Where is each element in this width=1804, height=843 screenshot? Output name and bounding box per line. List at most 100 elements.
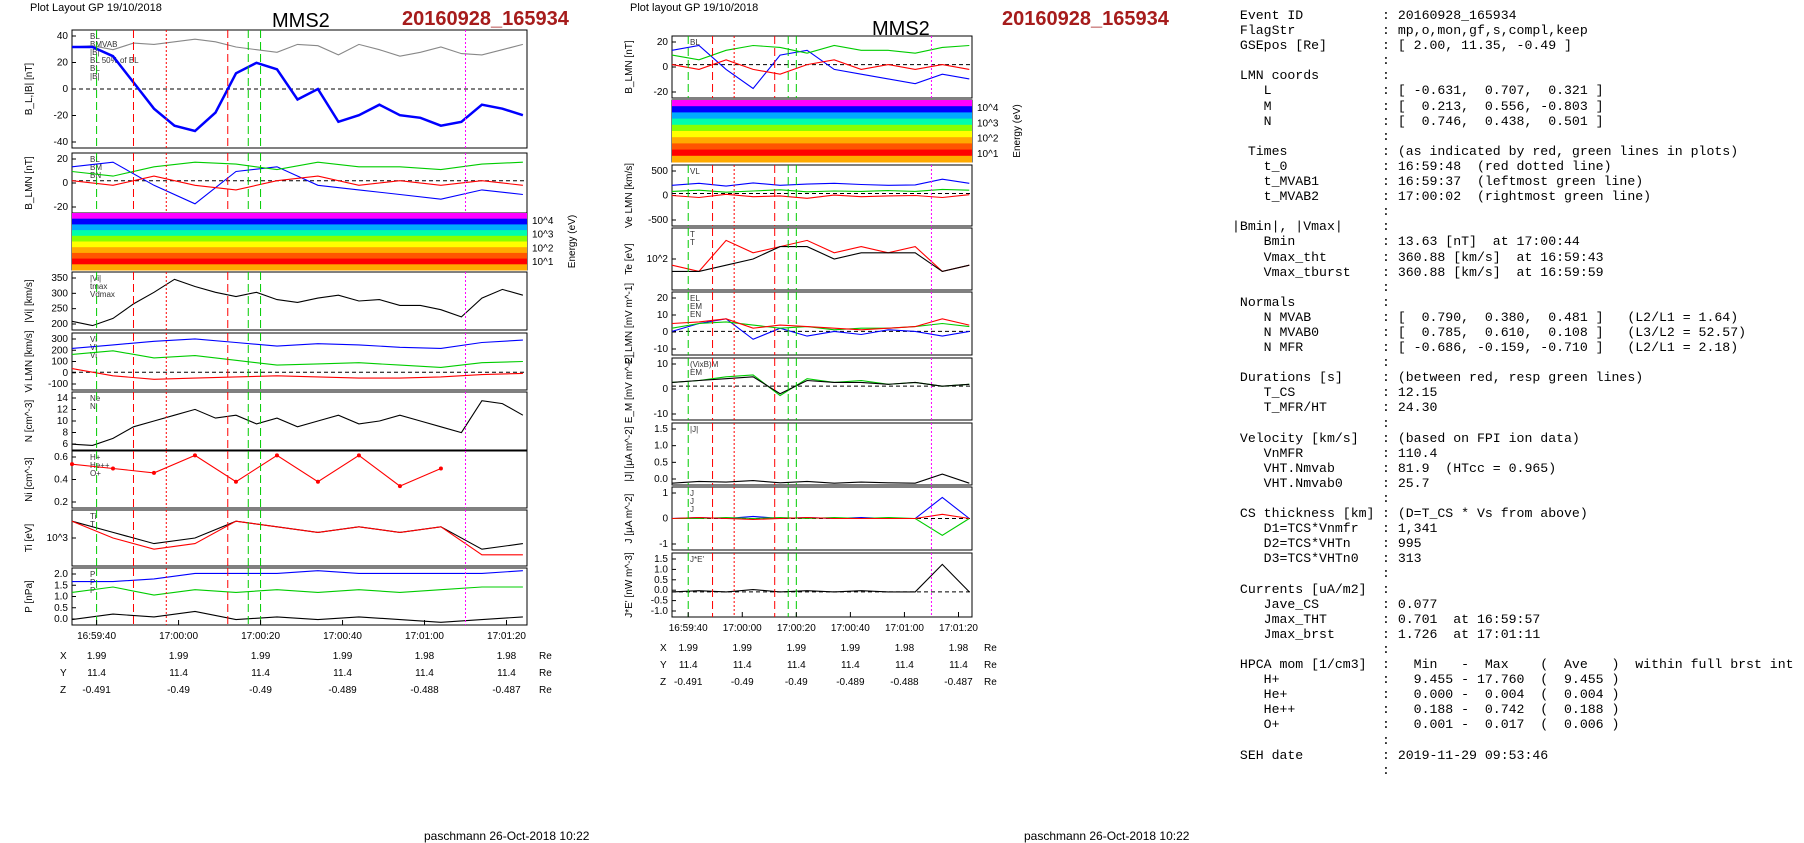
panel-6: 10 0 -10 E_M [mV m^-2] (VixB)MEM <box>624 354 973 423</box>
legend-entry: P <box>90 586 95 595</box>
data-point <box>356 453 361 458</box>
info-value: : 0.077 <box>1382 596 1438 612</box>
info-row: N MFR: [ -0.686, -0.159, -0.710 ] (L2/L1… <box>1232 340 1802 355</box>
y-tick-label: 350 <box>51 273 68 284</box>
y-tick-label: 300 <box>51 334 68 345</box>
info-key: T_CS <box>1232 385 1296 401</box>
info-row: : <box>1232 763 1802 778</box>
info-key: O+ <box>1232 717 1280 733</box>
spectrogram-band <box>672 100 972 107</box>
data-point <box>274 453 279 458</box>
data-point <box>233 479 238 484</box>
position-unit: Re <box>984 660 997 671</box>
info-value: : [ -0.686, -0.159, -0.710 ] (L2/L1 = 2.… <box>1382 340 1739 356</box>
y-tick-label: 8 <box>62 428 68 439</box>
y-axis-label: E_LMN [mV m^-1] <box>624 283 635 365</box>
info-value: : <box>1382 566 1390 582</box>
info-row: : <box>1232 642 1802 657</box>
panel-7: 0.6 0.4 0.2 Ni [cm^-3] H+He++O+ <box>24 450 528 509</box>
info-row: D3=TCS*VHTn0: 313 <box>1232 551 1802 566</box>
info-value: : 12.15 <box>1382 385 1438 401</box>
info-row: : <box>1232 566 1802 581</box>
panel-8: 1 0 -1 J [μA m^-2] JJJ <box>624 486 973 551</box>
info-value: : [ -0.631, 0.707, 0.321 ] <box>1382 83 1604 99</box>
legend-entry: BL 50% of BL <box>90 56 139 65</box>
legend-entry: Vi <box>90 335 97 344</box>
series-line-vm <box>71 350 523 368</box>
position-value: 11.4 <box>415 668 434 679</box>
position-value: -0.49 <box>785 677 808 688</box>
legend-entry: BL <box>90 32 100 41</box>
info-value: : (between red, resp green lines) <box>1382 370 1644 386</box>
info-value: : 360.88 [km/s] at 16:59:59 <box>1382 264 1604 280</box>
info-value: : 13.63 [nT] at 17:00:44 <box>1382 234 1580 250</box>
y-tick-label: 20 <box>57 58 69 69</box>
position-value: 1.98 <box>497 651 517 662</box>
series-line-bm <box>671 44 970 61</box>
y-tick-label: 0.4 <box>54 475 68 486</box>
position-value: 1.99 <box>841 643 861 654</box>
info-key: Times <box>1232 143 1288 159</box>
info-value: : Min - Max ( Ave ) within full brst int <box>1382 657 1794 673</box>
energy-axis-label: Energy (eV) <box>1012 104 1023 157</box>
info-row: Durations [s]: (between red, resp green … <box>1232 370 1802 385</box>
left-layout-label: Plot Layout GP 19/10/2018 <box>30 2 162 14</box>
y-axis-label: Ve LMN [km/s] <box>624 163 635 228</box>
spectrogram-band <box>672 112 972 120</box>
spectrogram-band <box>672 155 972 163</box>
info-key: Currents [uA/m2] <box>1232 581 1367 597</box>
position-value: 11.4 <box>169 668 188 679</box>
y-tick-label: 10 <box>657 359 669 370</box>
legend-entry: T <box>690 230 695 239</box>
legend-entry: |B| <box>90 48 100 57</box>
legend-entry: J <box>690 497 694 506</box>
info-row: M: [ 0.213, 0.556, -0.803 ] <box>1232 99 1802 114</box>
info-value: : 0.001 - 0.017 ( 0.006 ) <box>1382 717 1620 733</box>
position-value: 1.99 <box>251 651 271 662</box>
panel-frame <box>71 509 528 567</box>
y-tick-label: 0 <box>662 191 668 202</box>
data-point <box>397 484 402 489</box>
y-tick-label: 100 <box>51 357 68 368</box>
position-value: 11.4 <box>497 668 516 679</box>
data-point <box>151 470 156 475</box>
position-value: -0.49 <box>167 685 190 696</box>
energy-tick-label: 10^3 <box>977 118 999 129</box>
legend-entry: EN <box>690 310 701 319</box>
series-line-pb <box>72 570 523 583</box>
spectrogram-band <box>72 218 527 225</box>
energy-tick-label: 10^4 <box>977 103 999 114</box>
series-line--b- <box>71 38 524 57</box>
y-tick-label: 500 <box>651 166 668 177</box>
info-value: : 1,341 <box>1382 521 1438 537</box>
left-spacecraft-label: MMS2 <box>272 10 330 32</box>
info-row: t_0: 16:59:48 (red dotted line) <box>1232 159 1802 174</box>
panel-frame <box>671 422 973 486</box>
position-unit: Re <box>539 651 552 662</box>
time-tick-label: 17:01:00 <box>405 631 444 642</box>
panel-frame <box>671 552 973 618</box>
legend-entry: P <box>90 570 95 579</box>
y-tick-label: 6 <box>62 439 68 450</box>
y-tick-label: 0 <box>662 62 668 73</box>
legend-entry: O+ <box>90 469 101 478</box>
info-value: : <box>1382 762 1390 778</box>
spectrogram-band <box>72 241 527 248</box>
legend-entry: BMVAB <box>90 40 117 49</box>
info-value: : 0.188 - 0.742 ( 0.188 ) <box>1382 702 1620 718</box>
legend-entry: EM <box>690 302 702 311</box>
energy-tick-label: 10^1 <box>977 149 999 160</box>
series-line-pi <box>71 586 523 596</box>
y-axis-label: |Vi| [km/s] <box>24 279 35 323</box>
info-value: : 16:59:48 (red dotted line) <box>1382 158 1612 174</box>
series-line--j- <box>671 473 970 484</box>
spectrogram-band <box>672 131 972 138</box>
y-tick-label: 250 <box>51 304 68 315</box>
y-tick-label: 1.0 <box>54 592 68 603</box>
position-value: 11.4 <box>679 660 698 671</box>
info-value: : 9.455 - 17.760 ( 9.455 ) <box>1382 672 1620 688</box>
series-line-p <box>71 610 523 623</box>
info-key: GSEpos [Re] <box>1232 38 1327 54</box>
legend-entry: VL <box>690 167 700 176</box>
